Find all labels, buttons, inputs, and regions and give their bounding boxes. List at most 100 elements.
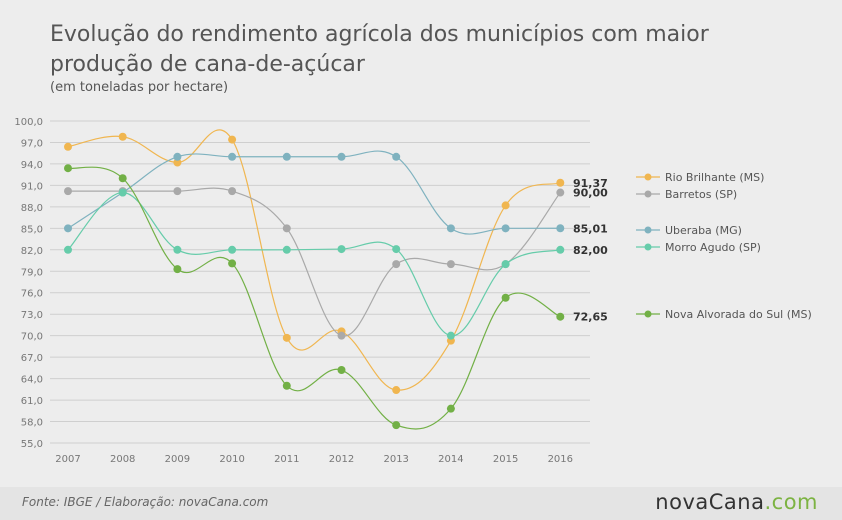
legend-label: Nova Alvorada do Sul (MS) bbox=[665, 308, 812, 321]
legend: Rio Brilhante (MS) Barretos (SP) Uberaba (… bbox=[636, 171, 812, 321]
data-point bbox=[282, 152, 291, 161]
end-value-label: 85,01 bbox=[573, 222, 608, 235]
x-tick-label: 2014 bbox=[438, 454, 463, 465]
series-line bbox=[67, 187, 561, 337]
data-point bbox=[392, 260, 401, 269]
legend-marker bbox=[644, 310, 652, 318]
data-point bbox=[228, 152, 237, 161]
y-tick-label: 70,0 bbox=[21, 332, 43, 343]
data-point bbox=[446, 404, 455, 413]
line-chart: 100,0 97,0 94,0 91,0 88,0 85,0 82,0 79,0 76,0 73,… bbox=[14, 117, 812, 465]
y-tick-label: 61,0 bbox=[21, 396, 43, 407]
data-point bbox=[228, 135, 237, 144]
legend-marker bbox=[644, 173, 652, 181]
data-point bbox=[118, 174, 127, 183]
legend-marker bbox=[644, 226, 652, 234]
data-point bbox=[556, 312, 565, 321]
y-tick-label: 55,0 bbox=[21, 439, 43, 450]
series-line bbox=[67, 166, 561, 430]
data-point bbox=[118, 188, 127, 197]
legend-label: Barretos (SP) bbox=[665, 188, 737, 201]
y-tick-label: 58,0 bbox=[21, 418, 43, 429]
x-tick-label: 2010 bbox=[219, 454, 244, 465]
y-tick-label: 67,0 bbox=[21, 353, 43, 364]
x-tick-label: 2012 bbox=[329, 454, 354, 465]
data-point bbox=[282, 333, 291, 342]
y-tick-label: 64,0 bbox=[21, 375, 43, 386]
x-tick-label: 2009 bbox=[165, 454, 190, 465]
legend-marker bbox=[644, 243, 652, 251]
series-2 bbox=[64, 150, 565, 235]
data-point bbox=[392, 421, 401, 430]
data-point bbox=[446, 224, 455, 233]
data-point bbox=[282, 245, 291, 254]
legend-item: Nova Alvorada do Sul (MS) bbox=[636, 308, 812, 321]
y-tick-label: 82,0 bbox=[21, 246, 43, 257]
data-point bbox=[173, 152, 182, 161]
data-point bbox=[501, 224, 510, 233]
data-point bbox=[337, 245, 346, 254]
y-tick-label: 79,0 bbox=[21, 267, 43, 278]
y-tick-label: 88,0 bbox=[21, 203, 43, 214]
data-point bbox=[556, 178, 565, 187]
data-point bbox=[64, 142, 72, 151]
data-point bbox=[282, 224, 291, 233]
brand-name: novaCana bbox=[655, 490, 765, 514]
gridlines bbox=[50, 120, 590, 444]
y-tick-label: 97,0 bbox=[21, 138, 43, 149]
brand-logo: novaCana.com bbox=[655, 490, 818, 514]
data-point bbox=[228, 245, 237, 254]
x-tick-label: 2008 bbox=[110, 454, 135, 465]
chart-title: Evolução do rendimento agrícola dos muni… bbox=[50, 22, 709, 77]
series-4 bbox=[64, 164, 565, 430]
data-point bbox=[392, 245, 401, 254]
end-value-label: 72,65 bbox=[573, 311, 608, 324]
data-point bbox=[392, 386, 401, 395]
x-tick-label: 2013 bbox=[383, 454, 408, 465]
series-0 bbox=[64, 129, 565, 395]
y-tick-label: 73,0 bbox=[21, 310, 43, 321]
chart-subtitle: (em toneladas por hectare) bbox=[50, 80, 229, 95]
legend-item: Rio Brilhante (MS) bbox=[636, 171, 764, 184]
series-line bbox=[67, 191, 561, 337]
data-point bbox=[501, 293, 510, 302]
data-point bbox=[64, 187, 72, 196]
legend-label: Uberaba (MG) bbox=[665, 224, 742, 237]
data-point bbox=[228, 187, 237, 196]
legend-item: Uberaba (MG) bbox=[636, 224, 742, 237]
x-tick-label: 2007 bbox=[55, 454, 80, 465]
y-tick-label: 100,0 bbox=[14, 117, 43, 128]
data-point bbox=[556, 224, 565, 233]
data-point bbox=[337, 366, 346, 375]
legend-marker bbox=[644, 190, 652, 198]
series-lines bbox=[64, 129, 565, 430]
end-value-label: 82,00 bbox=[573, 244, 608, 257]
series-1 bbox=[64, 187, 565, 340]
data-point bbox=[392, 152, 401, 161]
data-point bbox=[446, 331, 455, 340]
data-point bbox=[173, 245, 182, 254]
data-point bbox=[282, 381, 291, 390]
source-note: Fonte: IBGE / Elaboração: novaCana.com bbox=[22, 495, 269, 509]
y-tick-label: 94,0 bbox=[21, 160, 43, 171]
data-point bbox=[337, 331, 346, 340]
data-point bbox=[173, 265, 182, 274]
x-tick-label: 2015 bbox=[493, 454, 518, 465]
data-point bbox=[64, 224, 72, 233]
series-line bbox=[67, 150, 561, 235]
data-point bbox=[556, 245, 565, 254]
legend-item: Barretos (SP) bbox=[636, 188, 737, 201]
data-point bbox=[337, 152, 346, 161]
legend-label: Rio Brilhante (MS) bbox=[665, 171, 764, 184]
y-tick-label: 76,0 bbox=[21, 289, 43, 300]
data-point bbox=[501, 260, 510, 269]
brand-suffix: .com bbox=[764, 490, 818, 514]
data-point bbox=[228, 259, 237, 268]
legend-item: Morro Agudo (SP) bbox=[636, 241, 761, 254]
y-tick-label: 91,0 bbox=[21, 181, 43, 192]
end-value-label: 91,37 bbox=[573, 177, 608, 190]
x-axis: 2007 2008 2009 2010 2011 2012 2013 2014 2015 2016 bbox=[55, 454, 573, 465]
footer-bar: Fonte: IBGE / Elaboração: novaCana.com n… bbox=[0, 487, 842, 520]
